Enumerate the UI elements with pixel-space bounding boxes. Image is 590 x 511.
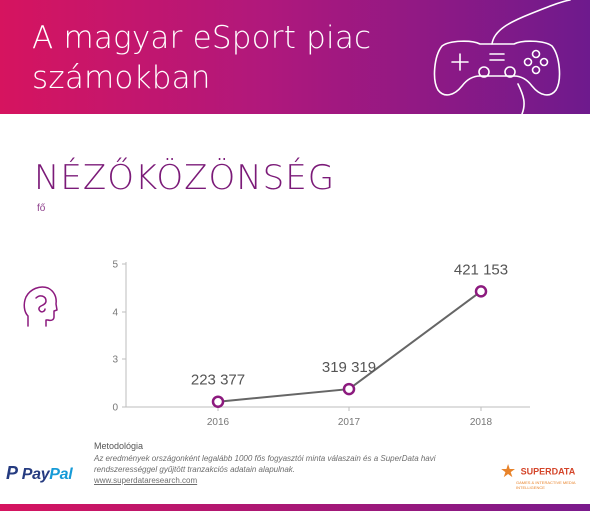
header-banner: A magyar eSport piac számokban [0, 0, 590, 114]
x-tick-label: 2016 [207, 417, 230, 428]
paypal-pal-text: Pal [49, 466, 73, 483]
data-label: 421 153 [454, 261, 508, 278]
paypal-mark-icon: P [6, 463, 18, 483]
superdata-link[interactable]: www.superdataresearch.com [94, 476, 198, 485]
x-tick-label: 2018 [470, 417, 493, 428]
section-title: NÉZŐKÖZÖNSÉG [34, 158, 336, 198]
data-point [211, 395, 225, 408]
bottom-bar [0, 504, 590, 511]
x-tick-label: 2017 [338, 417, 361, 428]
page-title-line2: számokban [32, 60, 211, 96]
page-title-line1: A magyar eSport piac [32, 20, 372, 56]
paypal-pay-text: Pay [21, 466, 50, 483]
head-profile-icon [23, 286, 58, 327]
y-tick-label: 4 [112, 308, 118, 319]
superdata-logo: ★ SUPERDATA GAMES & INTERACTIVE MEDIA IN… [500, 461, 590, 490]
data-label: 223 377 [191, 372, 245, 389]
methodology-title: Metodológia [94, 441, 144, 451]
superdata-name: SUPERDATA [520, 466, 576, 477]
gamepad-icon [433, 0, 571, 114]
line-chart: 0 3 4 5 2016 2017 2018 223 377 319 319 421 153 [112, 260, 530, 428]
page-title: A magyar eSport piac számokban [32, 18, 392, 98]
data-point [342, 382, 356, 396]
paypal-logo: P PayPal [6, 463, 73, 484]
methodology-text: Az eredmények országonként legalább 1000… [94, 454, 436, 474]
y-tick-label: 0 [112, 403, 118, 414]
methodology-block: Metodológia Az eredmények országonként l… [94, 441, 474, 486]
superdata-tagline: GAMES & INTERACTIVE MEDIA INTELLIGENCE [516, 480, 576, 490]
footer: P PayPal Metodológia Az eredmények ország… [0, 437, 590, 511]
data-label: 319 319 [322, 359, 376, 376]
star-icon: ★ [500, 461, 517, 481]
unit-label: fő [37, 203, 46, 214]
data-point [474, 285, 488, 298]
y-tick-label: 3 [112, 355, 118, 366]
y-tick-label: 5 [112, 260, 118, 271]
